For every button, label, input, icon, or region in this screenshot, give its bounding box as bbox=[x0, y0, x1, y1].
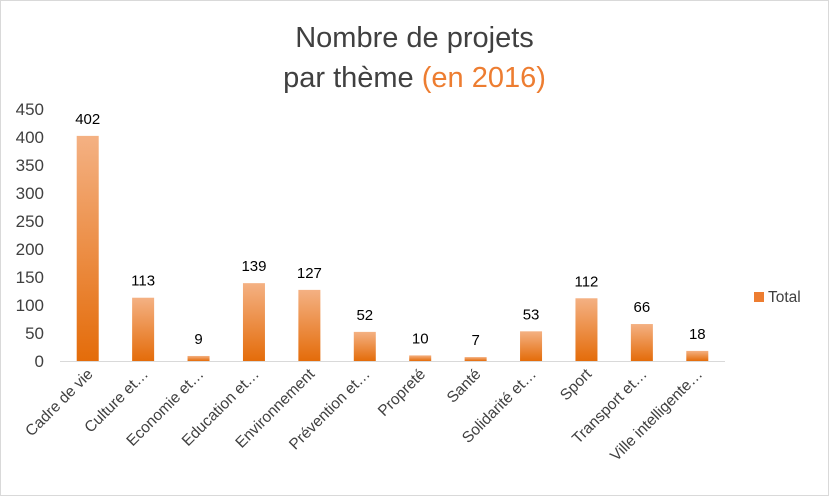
chart-title-year: (en 2016) bbox=[421, 62, 546, 94]
bar bbox=[298, 289, 321, 361]
y-axis: 0 50 100 150 200 250 300 350 400 450 bbox=[16, 100, 44, 371]
bar bbox=[353, 331, 376, 361]
x-tick-label: Santé bbox=[444, 366, 485, 407]
data-labels: 402 113 9 139 127 52 10 7 53 112 66 18 bbox=[75, 111, 705, 349]
y-tick-label: 400 bbox=[16, 128, 44, 147]
data-label: 113 bbox=[131, 273, 155, 290]
data-label: 9 bbox=[194, 331, 202, 348]
bar bbox=[686, 350, 709, 361]
data-label: 112 bbox=[574, 273, 598, 290]
x-tick-label: Propreté bbox=[375, 366, 429, 420]
y-tick-label: 0 bbox=[35, 352, 44, 371]
bar bbox=[520, 331, 543, 361]
bar bbox=[132, 297, 155, 361]
y-tick-label: 250 bbox=[16, 212, 44, 231]
x-tick-label: Ville intelligente… bbox=[607, 366, 706, 465]
data-label: 127 bbox=[297, 265, 322, 282]
y-tick-label: 100 bbox=[16, 296, 44, 315]
bar bbox=[464, 357, 487, 361]
y-tick-label: 450 bbox=[16, 100, 44, 119]
data-label: 139 bbox=[241, 258, 266, 275]
data-label: 402 bbox=[75, 111, 100, 128]
bars bbox=[76, 135, 709, 361]
data-label: 18 bbox=[689, 326, 706, 343]
y-tick-label: 200 bbox=[16, 240, 44, 259]
bar bbox=[630, 324, 653, 361]
bar bbox=[242, 283, 265, 361]
y-tick-label: 50 bbox=[25, 324, 44, 343]
y-tick-label: 150 bbox=[16, 268, 44, 287]
chart-title-line1: Nombre de projets bbox=[295, 22, 534, 54]
legend: Total bbox=[754, 289, 801, 306]
bar bbox=[575, 298, 598, 361]
chart-title: Nombre de projets par thème (en 2016) bbox=[0, 18, 829, 98]
legend-label: Total bbox=[768, 289, 801, 306]
data-label: 52 bbox=[356, 307, 373, 324]
data-label: 66 bbox=[634, 299, 651, 316]
x-tick-label: Sport bbox=[557, 365, 596, 404]
chart-title-line2-text: par thème bbox=[283, 62, 414, 94]
data-label: 53 bbox=[523, 306, 540, 323]
bar bbox=[187, 355, 210, 361]
legend-swatch bbox=[754, 292, 764, 302]
bar bbox=[409, 355, 432, 361]
data-label: 7 bbox=[471, 332, 479, 349]
data-label: 10 bbox=[412, 330, 429, 347]
y-tick-label: 300 bbox=[16, 184, 44, 203]
chart-title-line2: par thème (en 2016) bbox=[0, 58, 829, 98]
bar bbox=[76, 135, 99, 361]
y-tick-label: 350 bbox=[16, 156, 44, 175]
